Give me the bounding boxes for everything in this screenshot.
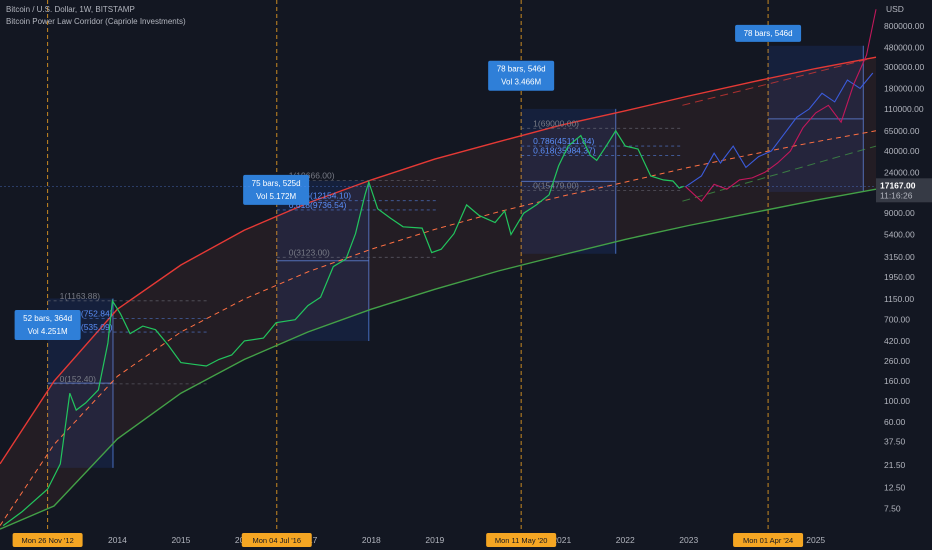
- y-tick-label: 12.50: [884, 482, 906, 492]
- date-badge: [486, 533, 557, 547]
- corridor-fill: [0, 57, 876, 530]
- fib-label: 1(69000.00): [533, 118, 579, 128]
- date-badge-label: Mon 01 Apr '24: [743, 536, 793, 545]
- y-tick-label: 37.50: [884, 437, 906, 447]
- y-tick-label: 700.00: [884, 315, 910, 325]
- y-tick-label: 5400.00: [884, 230, 915, 240]
- y-tick-label: 100.00: [884, 396, 910, 406]
- fib-label: 0.618(9736.54): [289, 200, 347, 210]
- date-badge: [733, 533, 804, 547]
- callout-text: 78 bars, 546d: [497, 65, 546, 74]
- date-badge-label: Mon 11 May '20: [495, 536, 548, 545]
- callout-box: [14, 309, 81, 340]
- x-tick-label: 2023: [679, 535, 698, 545]
- current-price-badge: [876, 178, 932, 203]
- y-tick-label: 110000.00: [884, 104, 924, 114]
- y-tick-label: 3150.00: [884, 252, 915, 262]
- x-tick-label: 2018: [362, 535, 381, 545]
- y-tick-label: 21.50: [884, 460, 906, 470]
- power-law-corridor: [0, 56, 877, 530]
- fib-label: 0(15479.00): [533, 181, 579, 191]
- fib-label: 0.786(45111.84): [533, 136, 594, 146]
- x-tick-label: 2015: [171, 535, 190, 545]
- x-tick-label: 2019: [425, 535, 444, 545]
- fib-label: 0(152.40): [60, 374, 97, 384]
- callouts: 52 bars, 364d Vol 4.251M 75 bars, 525d Vol …: [14, 24, 802, 340]
- y-tick-label: 9000.00: [884, 208, 915, 218]
- fib-label: 0.786(752.84): [60, 308, 113, 318]
- projection-series: [685, 9, 877, 203]
- x-tick-label: 2025: [806, 535, 825, 545]
- x-tick-label: 2022: [616, 535, 635, 545]
- indicator-label: Bitcoin Power Law Corridor (Capriole Inv…: [6, 17, 186, 26]
- date-badge-label: Mon 26 Nov '12: [21, 536, 73, 545]
- callout-box: [735, 24, 802, 42]
- callout-box: [488, 60, 555, 91]
- upper-projection: [682, 56, 877, 106]
- lower-band: [0, 188, 877, 530]
- y-tick-label: 40000.00: [884, 146, 920, 156]
- y-tick-label: 300000.00: [884, 62, 924, 72]
- y-tick-label: 180000.00: [884, 83, 924, 93]
- callout-text: 78 bars, 546d: [744, 29, 793, 38]
- lower-projection: [682, 145, 877, 202]
- y-tick-label: 420.00: [884, 336, 910, 346]
- upper-band: [0, 56, 877, 465]
- fib-label: 0(3123.00): [289, 247, 330, 257]
- mid-band: [0, 130, 877, 526]
- y-tick-label: 60.00: [884, 417, 906, 427]
- callout-box: [243, 174, 310, 205]
- halving-lines: [47, 0, 769, 530]
- y-tick-label: 1950.00: [884, 272, 915, 282]
- y-tick-label: 800000.00: [884, 21, 924, 31]
- date-badge-label: Mon 04 Jul '16: [252, 536, 301, 545]
- y-tick-label: 65000.00: [884, 126, 920, 136]
- y-tick-label: 7.50: [884, 504, 901, 514]
- projection-red: [685, 9, 877, 203]
- date-badge: [241, 533, 312, 547]
- date-badge: [12, 533, 83, 547]
- y-tick-label: 260.00: [884, 356, 910, 366]
- fib-label: 0.618(535.09): [60, 322, 113, 332]
- y-axis-unit: USD: [886, 4, 904, 14]
- x-tick-label: 2021: [552, 535, 571, 545]
- price-series: [2, 129, 684, 527]
- fib-label: 0.618(35984.37): [533, 145, 596, 155]
- callout-text: Vol 5.172M: [256, 192, 296, 201]
- chart-title: Bitcoin / U.S. Dollar, 1W, BITSTAMP: [6, 5, 135, 14]
- y-tick-label: 480000.00: [884, 42, 924, 52]
- callout-text: Vol 3.466M: [501, 78, 541, 87]
- x-tick-label: 2014: [108, 535, 127, 545]
- fib-label: 0.786(12154.10): [289, 191, 352, 201]
- current-price-value: 17167.00: [880, 180, 916, 190]
- projection-blue: [685, 72, 874, 188]
- fib-label: 1(19666.00): [289, 171, 335, 181]
- candle-countdown: 11:16:26: [880, 190, 913, 200]
- y-tick-label: 24000.00: [884, 167, 920, 177]
- y-tick-label: 1150.00: [884, 294, 914, 304]
- callout-text: 52 bars, 364d: [23, 314, 72, 323]
- axis-badges: Mon 26 Nov '12 Mon 04 Jul '16 Mon 11 May '…: [0, 178, 932, 547]
- fib-label: 1(1163.88): [60, 291, 101, 301]
- callout-text: Vol 4.251M: [28, 327, 68, 336]
- callout-text: 75 bars, 525d: [252, 179, 301, 188]
- y-tick-label: 160.00: [884, 376, 910, 386]
- fib-retracements: 1(1163.88) 0.786(752.84) 0.618(535.09) 0(15…: [47, 118, 682, 385]
- btc-price-line: [2, 129, 684, 527]
